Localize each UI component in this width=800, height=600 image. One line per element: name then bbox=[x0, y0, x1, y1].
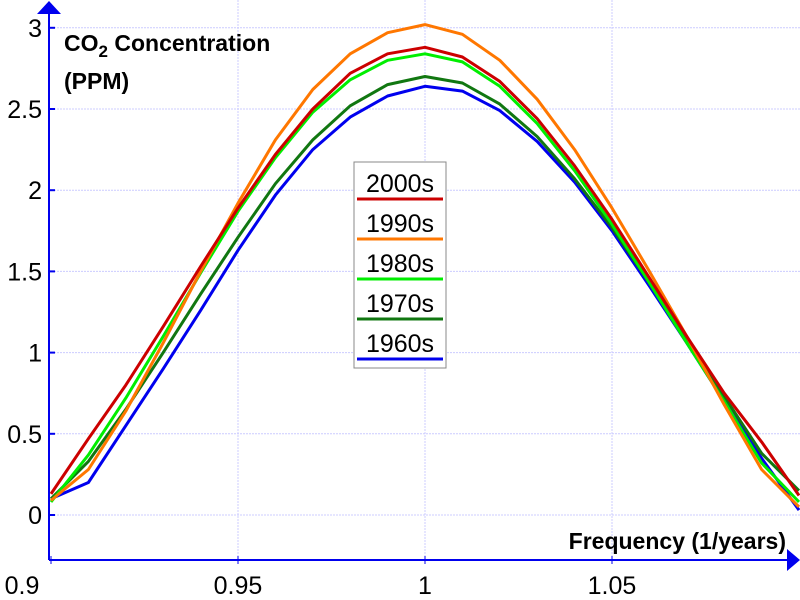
y-axis-title: CO2 Concentration bbox=[64, 30, 270, 61]
y-axis-title-co: CO bbox=[64, 30, 99, 56]
x-tick-label: 0.9 bbox=[5, 572, 40, 600]
legend-label-1970s: 1970s bbox=[366, 290, 434, 318]
x-axis-arrow-icon bbox=[787, 549, 800, 571]
series-line-1980s bbox=[49, 52, 800, 504]
x-tick-label: 1.05 bbox=[588, 572, 637, 600]
y-tick-label: 1.5 bbox=[7, 258, 42, 286]
y-tick-label: 2 bbox=[28, 177, 42, 205]
legend-label-1990s: 1990s bbox=[366, 210, 434, 238]
legend: 2000s 1990s 1980s 1970s 1960s bbox=[353, 161, 447, 369]
grid bbox=[51, 0, 800, 560]
y-axis-arrow-icon bbox=[37, 1, 61, 14]
x-tick-label: 1 bbox=[418, 572, 432, 600]
y-tick-label: 2.5 bbox=[7, 96, 42, 124]
y-axis-title-unit: (PPM) bbox=[64, 68, 129, 94]
y-tick-label: 1 bbox=[28, 340, 42, 368]
y-axis-title-subscript: 2 bbox=[99, 42, 108, 61]
tick-labels: 0 0.5 1 1.5 2 2.5 3 0.9 0.95 1 1.05 bbox=[5, 15, 637, 600]
x-tick-label: 0.95 bbox=[214, 572, 263, 600]
y-tick-label: 0.5 bbox=[7, 421, 42, 449]
legend-label-1960s: 1960s bbox=[366, 330, 434, 358]
series-lines bbox=[49, 23, 800, 511]
legend-label-2000s: 2000s bbox=[366, 170, 434, 198]
legend-label-1980s: 1980s bbox=[366, 250, 434, 278]
y-axis-title-rest: Concentration bbox=[108, 30, 270, 56]
legend-box bbox=[353, 161, 447, 369]
x-axis-title: Frequency (1/years) bbox=[569, 528, 786, 554]
axes bbox=[37, 1, 800, 571]
y-tick-label: 0 bbox=[28, 502, 42, 530]
y-tick-label: 3 bbox=[28, 15, 42, 43]
series-line-2000s bbox=[49, 45, 800, 497]
